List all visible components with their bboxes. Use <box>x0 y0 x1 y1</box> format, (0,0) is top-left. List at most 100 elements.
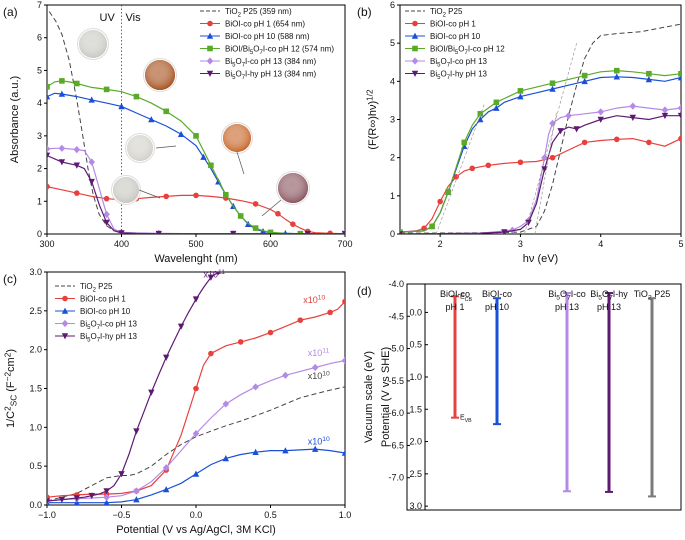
data-point <box>58 90 66 97</box>
data-point <box>613 136 620 143</box>
data-point <box>200 153 207 160</box>
panel-label: (a) <box>3 5 18 19</box>
pointer-line <box>236 151 245 175</box>
data-point <box>493 104 500 111</box>
x-tick-label: 3 <box>518 239 523 249</box>
series-biob_ph12 <box>400 67 681 234</box>
potential-tick-label: 3.0 <box>409 501 422 511</box>
potential-tick-label: 1.0 <box>409 372 422 382</box>
legend-marker <box>206 32 214 39</box>
series-line <box>47 386 345 502</box>
legend-entry: Bi5O7I-co pH 13 (384 nm) <box>225 57 317 69</box>
data-point <box>163 486 170 493</box>
y-tick-label: 2 <box>390 153 395 163</box>
legend-entry: TiO2 P25 <box>430 7 463 19</box>
x-axis-label: Potential (V vs Ag/AgCl, 3M KCl) <box>116 524 276 536</box>
vacuum-tick-label: -5.0 <box>388 344 404 354</box>
potential-tick-label: 2.0 <box>409 437 422 447</box>
panel-label: (b) <box>357 5 372 19</box>
vacuum-axis-label: Vacuum scale (eV) <box>363 351 375 443</box>
legend-marker <box>207 45 213 52</box>
data-point <box>193 133 199 139</box>
data-point <box>311 363 319 372</box>
data-point <box>193 385 199 392</box>
legend-entry: BiOI/Bi5O7I-co pH 12 <box>430 45 505 57</box>
data-point <box>207 274 215 281</box>
legend-marker <box>412 45 418 52</box>
legend-entry: Bi5O7I-hy pH 13 (384 nm) <box>225 70 317 82</box>
data-point <box>646 139 652 146</box>
potential-tick-label: 2.5 <box>409 469 422 479</box>
y-axis-label: (F(R∞)hν)1/2 <box>366 89 380 150</box>
legend-entry: BiOI-co pH 10 (588 nm) <box>225 32 310 41</box>
y-tick-label: 4 <box>37 98 42 108</box>
data-point <box>103 488 110 495</box>
data-point <box>74 80 80 87</box>
x-tick-label: 2 <box>438 239 443 249</box>
x-tick-label: 500 <box>188 239 203 249</box>
data-point <box>252 448 259 455</box>
bi5o7i-co-photo-shade <box>127 135 153 161</box>
legend-entry: BiOI-co pH 10 <box>80 307 131 316</box>
data-point <box>192 470 200 477</box>
data-point <box>73 162 80 169</box>
x-tick-label: 4 <box>598 239 603 249</box>
x-tick-label: 0.0 <box>190 510 203 520</box>
y-tick-label: 1 <box>37 196 42 206</box>
data-point <box>661 106 669 114</box>
data-point <box>133 496 140 503</box>
data-point <box>103 86 110 93</box>
data-point <box>477 110 484 117</box>
data-point <box>549 154 556 161</box>
data-point <box>237 213 244 219</box>
legend-entry: BiOI-co pH 1 <box>430 20 476 29</box>
data-point <box>297 317 304 323</box>
category-label-ph: pH 13 <box>555 302 579 312</box>
category-label: Bi5O7I-co <box>548 289 586 302</box>
panel-label: (d) <box>357 284 372 298</box>
data-point <box>613 67 620 74</box>
y-tick-label: 3 <box>37 131 42 141</box>
vacuum-tick-label: -6.5 <box>388 440 404 450</box>
y-tick-label: 4 <box>390 76 395 86</box>
series-line <box>400 105 681 234</box>
x-tick-label: 600 <box>263 239 278 249</box>
legend-marker <box>412 20 418 27</box>
data-point <box>118 471 125 478</box>
data-point <box>47 498 51 505</box>
legend-marker <box>206 70 214 77</box>
series-tio2 <box>47 386 345 502</box>
legend-entry: TiO2 P25 <box>80 282 113 294</box>
y-tick-label: 0.0 <box>29 500 42 510</box>
data-point <box>74 190 80 196</box>
legend-marker <box>62 295 68 302</box>
data-point <box>304 230 311 234</box>
legend-entry: Bi5O7I-co pH 13 <box>80 320 138 332</box>
data-point <box>118 103 125 110</box>
category-label-ph: pH 10 <box>485 302 509 312</box>
legend-entry: Bi5O7I-co pH 13 <box>430 57 488 69</box>
multiplier-label: x1010 <box>308 371 330 382</box>
series-bi5o7i_co <box>400 102 681 234</box>
data-point <box>193 192 199 199</box>
data-point <box>282 371 289 379</box>
series-line <box>400 137 681 233</box>
data-point <box>645 76 653 83</box>
legend-marker <box>411 32 419 39</box>
data-point <box>275 210 281 217</box>
series-bi5o7i_hy <box>47 272 221 505</box>
y-axis-label: Absorbance (a.u.) <box>9 76 21 163</box>
vacuum-tick-label: -7.0 <box>388 473 404 483</box>
series-line <box>47 272 219 502</box>
data-point <box>118 230 125 234</box>
data-point <box>461 139 468 146</box>
data-point <box>222 400 230 408</box>
y-tick-label: 0.5 <box>29 461 42 471</box>
data-point <box>477 116 484 123</box>
data-point <box>59 78 65 84</box>
category-label: Bi5O7I-hy <box>590 289 628 302</box>
series-bi5o7i_hy <box>400 112 681 234</box>
x-axis-label: Wavelenght (nm) <box>154 253 237 265</box>
data-point <box>290 221 296 227</box>
